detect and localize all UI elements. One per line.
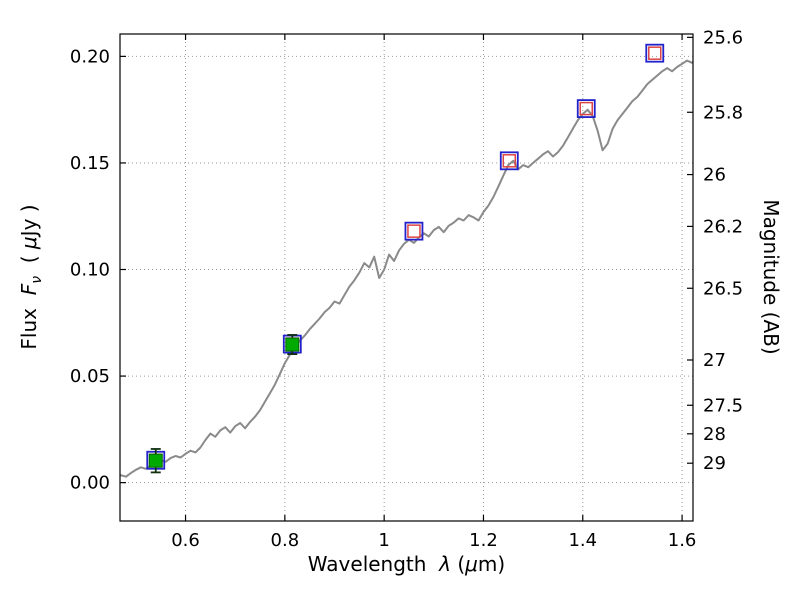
- photometry-marker-inner: [648, 46, 662, 60]
- axes-frame: [119, 33, 694, 522]
- photometry-marker-outer: [499, 151, 519, 171]
- magnitude-tick-label: 25.6: [703, 27, 743, 48]
- photometry-marker-inner: [502, 154, 517, 168]
- y-tick-label: 0.20: [70, 46, 110, 67]
- magnitude-tick-label: 27: [703, 350, 726, 371]
- flux-symbol: F: [17, 283, 41, 296]
- observed-photometry-markers: [148, 334, 300, 474]
- y-left-label-text: Flux: [17, 295, 41, 350]
- mu-symbol-left: μ: [17, 236, 41, 250]
- axis-ticks: [120, 34, 693, 521]
- y-tick-label: 0.05: [70, 366, 110, 387]
- x-tick-label: 1.6: [668, 530, 697, 551]
- x-tick-label: 0.6: [171, 530, 200, 551]
- magnitude-tick-label: 27.5: [703, 395, 743, 416]
- magnitude-tick-label: 28: [703, 424, 726, 445]
- x-axis-label-text: Wavelength: [307, 552, 440, 576]
- magnitude-tick-label: 25.8: [703, 102, 743, 123]
- y-axis-label-left: Flux Fν ( μJy ): [17, 117, 45, 437]
- grid-lines: [120, 34, 693, 521]
- y-left-label-post: Jy ): [17, 204, 41, 237]
- x-axis-label-post: m): [477, 552, 506, 576]
- photometry-marker-inner: [407, 224, 421, 238]
- x-tick-label: 1: [378, 530, 389, 551]
- y-tick-label: 0.00: [70, 473, 110, 494]
- lambda-symbol: λ: [439, 552, 451, 576]
- mu-symbol: μ: [465, 552, 478, 576]
- magnitude-tick-label: 26.5: [703, 278, 743, 299]
- magnitude-tick-label: 29: [703, 453, 726, 474]
- model-spectrum-line: [120, 59, 693, 478]
- photometry-marker-outer: [576, 99, 596, 118]
- photometry-marker-inner: [579, 101, 593, 116]
- y-left-label-mid: (: [17, 249, 41, 276]
- y-tick-label: 0.10: [70, 260, 110, 281]
- magnitude-tick-label: 26: [703, 165, 726, 186]
- magnitude-tick-label: 26.2: [703, 216, 743, 237]
- model-photometry-markers: [146, 43, 665, 470]
- photometry-marker-outer: [404, 221, 424, 241]
- photometry-marker-outer: [645, 43, 665, 63]
- y-tick-label: 0.15: [70, 153, 110, 174]
- observed-marker: [285, 337, 300, 352]
- nu-subscript: ν: [29, 275, 45, 284]
- x-tick-label: 1.4: [568, 530, 597, 551]
- x-tick-label: 1.2: [469, 530, 498, 551]
- x-axis-label-mid: (: [451, 552, 466, 576]
- y-axis-label-right: Magnitude (AB): [759, 199, 783, 355]
- tick-labels: 0.6 0.8 1 1.2 1.4 1.6 0.00 0.05 0.10 0.15 0.20 25.6…: [70, 27, 743, 551]
- x-tick-label: 0.8: [271, 530, 300, 551]
- x-axis-label: Wavelength λ (μm): [120, 552, 693, 576]
- observed-marker: [148, 453, 163, 468]
